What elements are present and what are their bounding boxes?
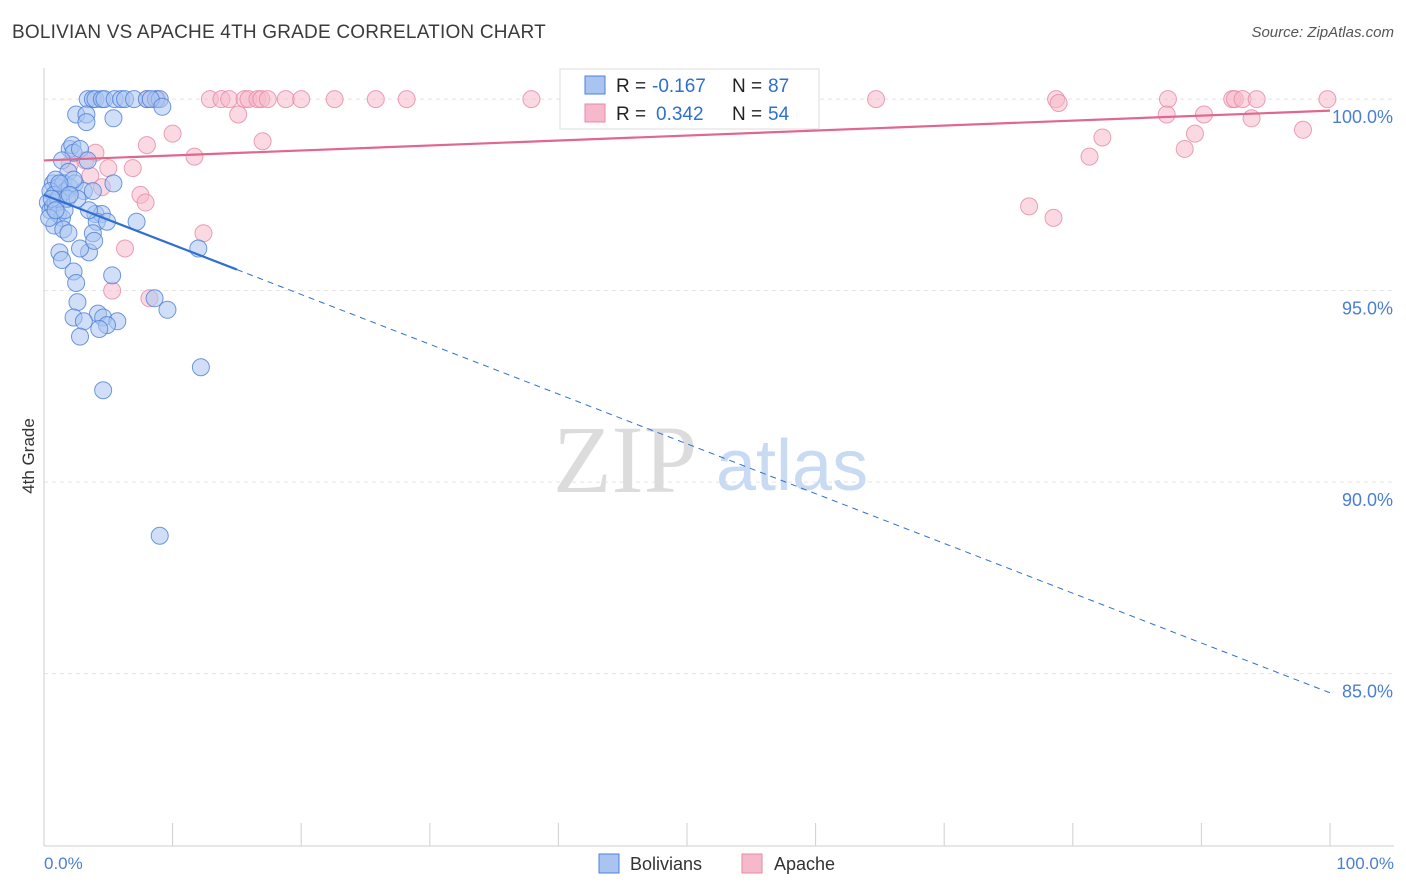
grid-lines xyxy=(44,98,1394,675)
watermark-atlas: atlas xyxy=(716,426,868,506)
bolivians-point xyxy=(145,289,164,308)
stats-r-value-apache: 0.342 xyxy=(656,104,704,125)
x-tick-label-min: 0.0% xyxy=(44,854,83,873)
bolivians-point xyxy=(83,182,102,201)
bolivians-point xyxy=(104,109,123,128)
apache-point xyxy=(116,239,135,258)
bolivians-trend-extension xyxy=(236,269,1331,694)
apache-point xyxy=(123,159,142,178)
stats-legend: R = -0.167 N = 87 R = 0.342 N = 54 xyxy=(559,68,820,130)
stats-r-label-apache: R = xyxy=(616,104,646,125)
apache-point xyxy=(220,90,239,109)
apache-point xyxy=(1247,90,1266,109)
apache-point xyxy=(1293,120,1312,139)
apache-point xyxy=(366,90,385,109)
legend-swatch-bolivians xyxy=(598,853,620,874)
stats-r-label-bolivians: R = xyxy=(616,76,646,97)
bolivians-point xyxy=(53,251,72,270)
apache-point xyxy=(1158,90,1177,109)
stats-r-value-bolivians: -0.167 xyxy=(652,76,706,97)
apache-point xyxy=(867,90,886,109)
stats-swatch-apache xyxy=(584,103,606,123)
legend-label-bolivians: Bolivians xyxy=(630,854,702,874)
apache-point xyxy=(276,90,295,109)
apache-point xyxy=(1020,197,1039,216)
bolivians-point xyxy=(158,300,177,319)
watermark: ZIP atlas xyxy=(553,406,868,513)
bolivians-point xyxy=(90,319,109,338)
stats-n-label-bolivians: N = xyxy=(732,76,762,97)
bolivians-point xyxy=(85,231,104,250)
apache-point xyxy=(1044,208,1063,227)
apache-point xyxy=(185,147,204,166)
bolivians-points xyxy=(38,90,210,545)
y-axis-label: 4th Grade xyxy=(19,418,38,494)
apache-point xyxy=(99,159,118,178)
legend-label-apache: Apache xyxy=(774,854,835,874)
apache-trend-line xyxy=(43,109,1331,162)
apache-point xyxy=(194,224,213,243)
stats-n-value-apache: 54 xyxy=(768,104,790,125)
apache-point xyxy=(253,132,272,151)
apache-point xyxy=(1185,124,1204,143)
bolivians-point xyxy=(104,174,123,193)
y-tick-label: 85.0% xyxy=(1342,682,1393,702)
chart-title: BOLIVIAN VS APACHE 4TH GRADE CORRELATION… xyxy=(12,22,546,43)
bolivians-point xyxy=(191,358,210,377)
apache-point xyxy=(522,90,541,109)
bolivians-point xyxy=(94,381,113,400)
series-legend: Bolivians Apache xyxy=(598,853,835,874)
x-tick-label-max: 100.0% xyxy=(1336,854,1394,873)
bolivians-point xyxy=(74,312,93,331)
bolivians-point xyxy=(68,293,87,312)
apache-point xyxy=(292,90,311,109)
bolivians-point xyxy=(59,224,78,243)
x-axis-ticks xyxy=(172,823,1331,846)
apache-point xyxy=(1093,128,1112,147)
apache-point xyxy=(229,105,248,124)
bolivians-point xyxy=(78,151,97,170)
bolivians-point xyxy=(71,327,90,346)
stats-swatch-bolivians xyxy=(584,75,606,95)
apache-point xyxy=(1175,139,1194,158)
apache-point xyxy=(163,124,182,143)
bolivians-trend-line xyxy=(43,193,238,271)
y-tick-label: 100.0% xyxy=(1332,107,1393,127)
apache-point xyxy=(137,136,156,155)
bolivians-point xyxy=(46,201,65,220)
y-tick-label: 95.0% xyxy=(1342,299,1393,319)
apache-point xyxy=(397,90,416,109)
apache-point xyxy=(103,281,122,300)
apache-point xyxy=(1318,90,1337,109)
apache-point xyxy=(1080,147,1099,166)
watermark-zip: ZIP xyxy=(553,406,697,513)
apache-point xyxy=(1049,93,1068,112)
bolivians-point xyxy=(150,526,169,545)
stats-n-label-apache: N = xyxy=(732,104,762,125)
bolivians-point xyxy=(77,113,96,132)
bolivians-point xyxy=(103,266,122,285)
bolivians-point xyxy=(60,185,79,204)
bolivians-point xyxy=(153,97,172,116)
apache-point xyxy=(325,90,344,109)
bolivians-point xyxy=(50,174,69,193)
trend-lines xyxy=(43,109,1331,694)
stats-n-value-bolivians: 87 xyxy=(768,76,789,97)
bolivians-point xyxy=(71,239,90,258)
apache-point xyxy=(258,90,277,109)
chart-source: Source: ZipAtlas.com xyxy=(1251,24,1394,41)
y-tick-label: 90.0% xyxy=(1342,490,1393,510)
y-axis-tick-labels: 100.0% 95.0% 90.0% 85.0% xyxy=(1332,107,1393,702)
bolivians-point xyxy=(67,273,86,292)
apache-point xyxy=(1157,105,1176,124)
legend-swatch-apache xyxy=(741,853,763,874)
apache-point xyxy=(136,193,155,212)
